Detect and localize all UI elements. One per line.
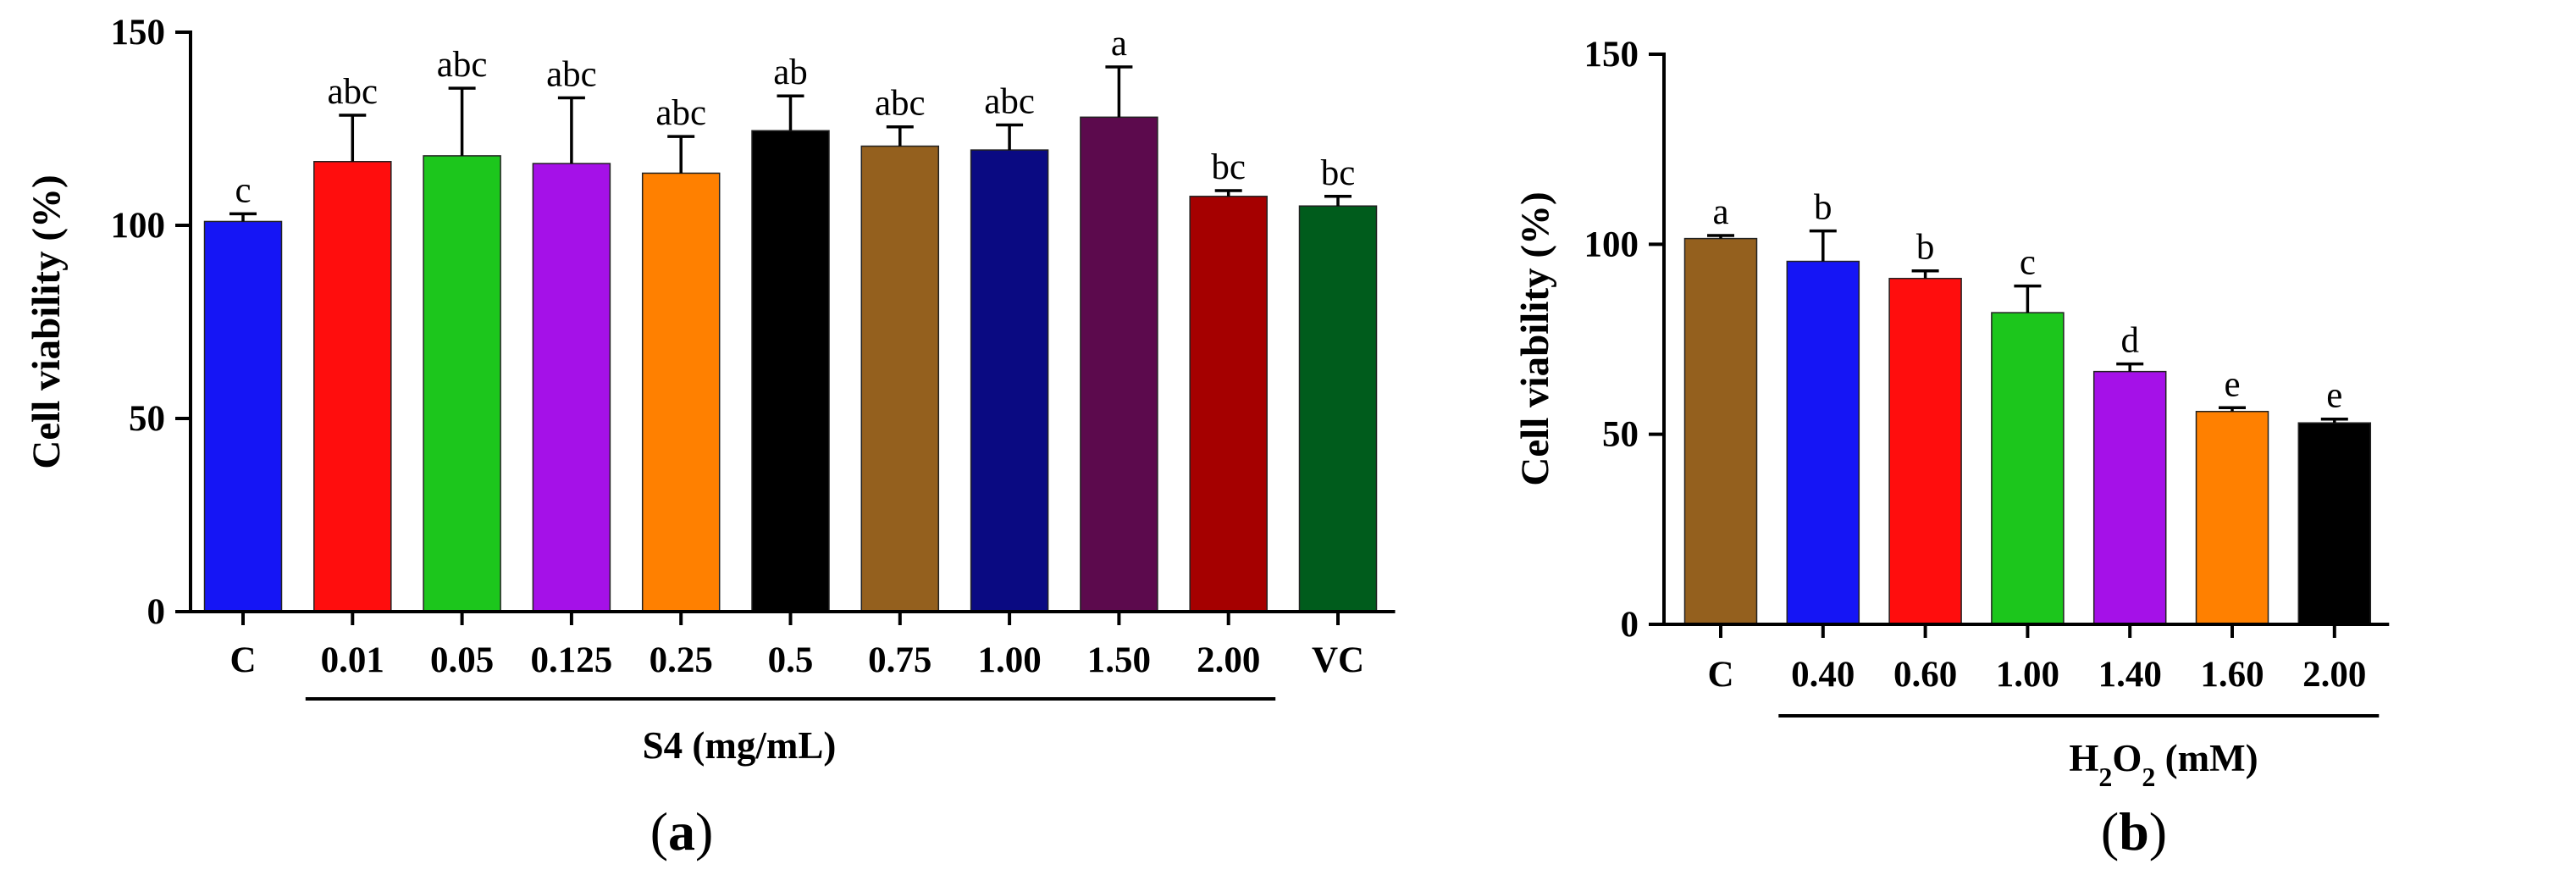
category-label: 0.5 (768, 640, 814, 680)
significance-label: a (1111, 24, 1127, 64)
bar-0.125 (532, 163, 611, 612)
category-label: 0.25 (650, 640, 713, 680)
bar-0.5 (751, 130, 830, 612)
category-label: 0.01 (321, 640, 384, 680)
bar-C (203, 220, 283, 612)
y-tick-label: 100 (111, 206, 166, 246)
y-axis-label: Cell viability (%) (25, 175, 69, 468)
category-label: 1.40 (2098, 655, 2162, 695)
significance-label: abc (327, 72, 378, 112)
significance-label: d (2120, 321, 2139, 361)
y-axis-label: Cell viability (%) (1513, 191, 1557, 485)
category-label: 0.75 (868, 640, 931, 680)
category-label: 2.00 (1197, 640, 1260, 680)
error-bar-2.00 (1214, 189, 1242, 197)
category-label: C (1707, 655, 1733, 695)
y-tick-label: 0 (147, 592, 166, 632)
significance-label: e (2326, 376, 2342, 416)
bar-0.05 (423, 155, 501, 612)
error-bar-0.40 (1809, 229, 1837, 262)
error-bar-1.00 (996, 123, 1024, 151)
error-bar-1.60 (2219, 406, 2246, 412)
bar-1.00 (970, 149, 1049, 612)
significance-label: e (2224, 364, 2240, 404)
bar-1.50 (1080, 116, 1158, 612)
category-label: 2.00 (2302, 655, 2366, 695)
panel-label-b: (b) (2101, 801, 2167, 862)
significance-label: abc (875, 84, 926, 124)
bar-C (1683, 237, 1758, 625)
panel-label-a: (a) (650, 801, 714, 862)
category-label: 1.00 (977, 640, 1041, 680)
y-tick-label: 50 (1602, 415, 1639, 455)
category-label: 1.50 (1087, 640, 1151, 680)
category-label: 1.60 (2200, 655, 2264, 695)
bar-0.40 (1786, 260, 1860, 625)
significance-label: c (235, 170, 251, 210)
y-tick-label: 150 (1584, 35, 1639, 75)
significance-label: bc (1211, 147, 1246, 187)
significance-label: abc (984, 81, 1035, 121)
bar-0.75 (860, 145, 940, 612)
error-bar-C (229, 212, 257, 222)
error-bar-0.125 (557, 96, 585, 164)
error-bar-VC (1324, 195, 1352, 207)
bar-2.00 (1189, 196, 1268, 612)
chart-b: a Cb 0.40 b 0.60 c 1.00 d 1.40 e 1.60 e 2.00 0 50 100 15… (1513, 35, 2390, 792)
category-label: 0.60 (1893, 655, 1957, 695)
bar-VC (1298, 205, 1378, 612)
significance-label: abc (655, 93, 706, 133)
y-tick-label: 50 (129, 399, 165, 439)
bar-1.40 (2092, 370, 2167, 625)
category-label: 0.125 (531, 640, 613, 680)
error-bar-1.50 (1105, 65, 1133, 118)
bar-0.25 (641, 172, 721, 612)
error-bar-0.75 (886, 125, 914, 147)
error-bar-0.5 (777, 94, 804, 131)
error-bar-1.00 (2014, 284, 2042, 313)
y-tick-label: 150 (111, 13, 166, 53)
significance-label: ab (773, 53, 808, 92)
error-bar-0.25 (667, 135, 695, 174)
error-bar-0.05 (448, 86, 476, 156)
category-label: 0.05 (430, 640, 494, 680)
error-bar-0.01 (339, 114, 367, 162)
y-tick-label: 0 (1621, 605, 1639, 645)
significance-label: bc (1321, 153, 1356, 193)
significance-label: abc (546, 55, 597, 95)
category-label: C (229, 640, 256, 680)
bar-0.60 (1888, 277, 1962, 625)
significance-label: a (1712, 192, 1728, 232)
significance-label: b (1916, 228, 1935, 268)
error-bar-0.60 (1911, 269, 1939, 279)
bar-2.00 (2297, 422, 2372, 625)
bar-1.60 (2195, 410, 2269, 625)
error-bar-1.40 (2116, 362, 2144, 372)
bar-0.01 (313, 161, 392, 612)
significance-label: b (1814, 188, 1832, 228)
category-label: 1.00 (1996, 655, 2059, 695)
bar-1.00 (1991, 312, 2065, 625)
category-label: VC (1312, 640, 1364, 680)
x-axis-label: H2O2 (mM) (2069, 737, 2258, 792)
significance-label: abc (437, 45, 488, 85)
error-bar-2.00 (2320, 417, 2348, 424)
category-label: 0.40 (1791, 655, 1855, 695)
error-bar-C (1707, 234, 1734, 239)
x-axis-label: S4 (mg/mL) (643, 724, 837, 767)
y-tick-label: 100 (1584, 224, 1639, 264)
significance-label: c (2020, 243, 2036, 283)
chart-a: cCabc0.01abc0.05abc0.125abc0.25ab0.5abc0… (25, 13, 1396, 767)
